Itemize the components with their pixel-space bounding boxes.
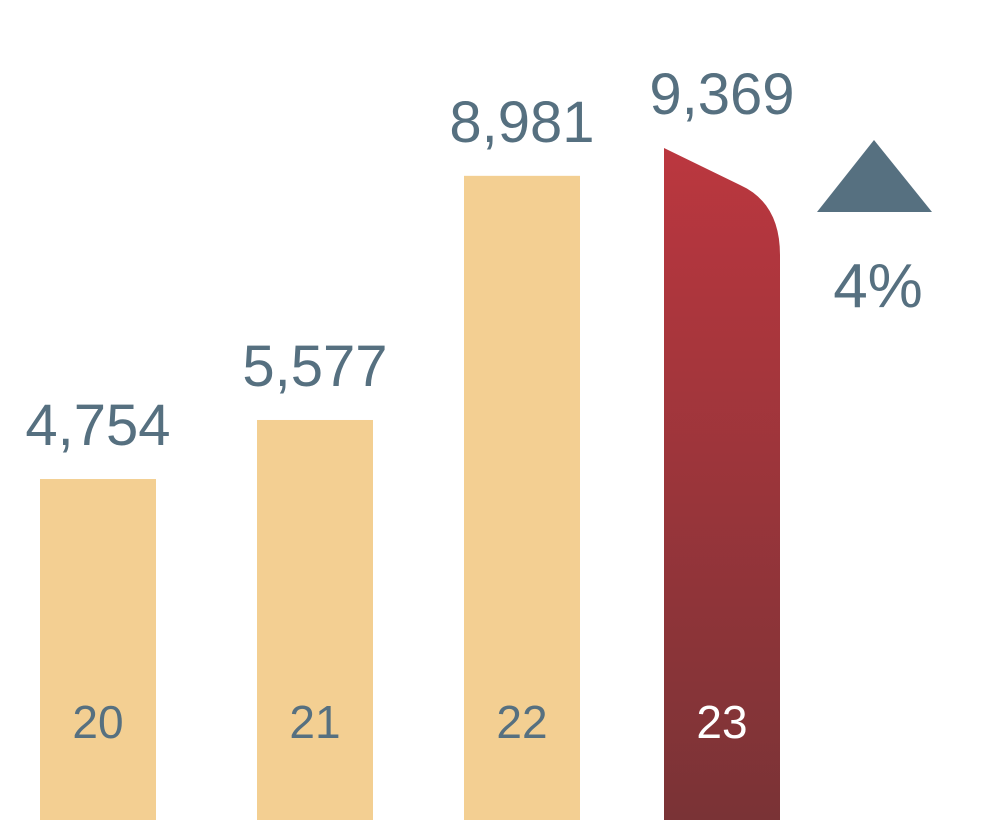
bar xyxy=(464,175,580,820)
category-label: 22 xyxy=(496,696,547,748)
category-label: 23 xyxy=(696,696,747,748)
up-arrow xyxy=(817,140,932,212)
category-label: 21 xyxy=(289,696,340,748)
bar xyxy=(257,419,373,820)
value-label: 5,577 xyxy=(242,334,387,399)
value-label: 9,369 xyxy=(649,62,794,127)
value-label: 4,754 xyxy=(25,393,170,458)
change-label: 4% xyxy=(833,252,923,321)
value-label: 8,981 xyxy=(449,90,594,155)
category-label: 20 xyxy=(72,696,123,748)
bar xyxy=(664,148,780,820)
bar xyxy=(40,479,156,820)
